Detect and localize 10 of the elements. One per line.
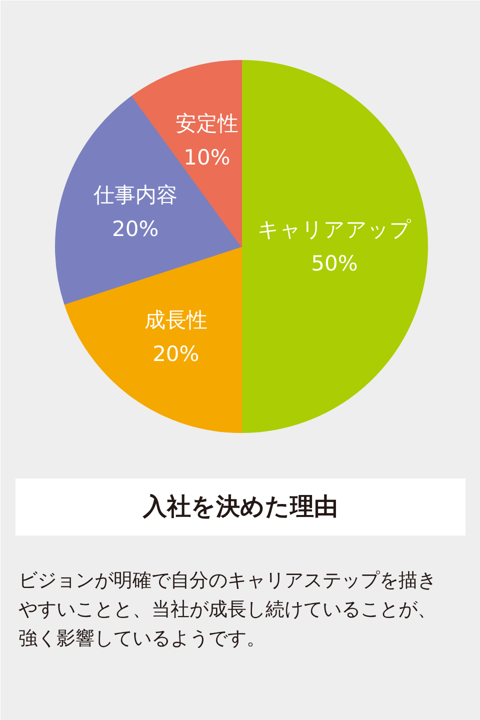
text: ビジョンが明確で自分のキャリアステップを描きやすいことと、当社が成長し続けていることが、強く影響しているようです。 [18,570,436,650]
slice-label: 仕事内容 [92,183,178,208]
slice-label: 成長性 [144,308,208,332]
data-label: 20% [152,342,200,366]
data-label: 50% [311,252,358,276]
slice-label: 安定性 [176,111,239,136]
data-label: 20% [112,217,159,242]
slice-label: キャリアアップ [258,218,412,242]
text: 入社を決めた理由 [142,492,338,520]
data-label: 10% [184,145,230,170]
